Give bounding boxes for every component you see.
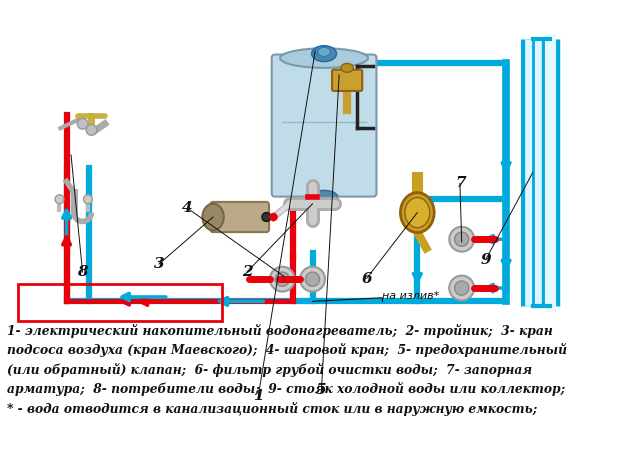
Circle shape [300, 267, 325, 292]
Text: арматура;  8- потребители воды;  9- стояк холодной воды или коллектор;: арматура; 8- потребители воды; 9- стояк … [7, 382, 565, 396]
FancyBboxPatch shape [211, 202, 269, 232]
Ellipse shape [262, 212, 271, 221]
Circle shape [86, 125, 97, 135]
Circle shape [77, 118, 88, 129]
Circle shape [454, 281, 468, 295]
Text: 4: 4 [182, 201, 193, 215]
Text: на излив*: на излив* [382, 291, 439, 301]
Circle shape [305, 272, 319, 286]
Ellipse shape [202, 204, 224, 230]
Text: 5: 5 [316, 383, 326, 397]
Circle shape [55, 195, 64, 204]
Text: 3: 3 [154, 257, 164, 271]
Text: 1: 1 [253, 390, 264, 404]
Ellipse shape [318, 48, 330, 56]
Ellipse shape [341, 63, 353, 72]
Ellipse shape [311, 191, 337, 203]
FancyBboxPatch shape [272, 55, 376, 197]
Text: 6: 6 [361, 272, 372, 286]
Text: 2: 2 [242, 265, 253, 279]
Text: 7: 7 [455, 176, 465, 190]
Circle shape [449, 275, 474, 301]
Ellipse shape [312, 46, 337, 62]
Circle shape [270, 213, 277, 220]
Circle shape [454, 232, 468, 247]
Circle shape [275, 272, 289, 286]
Ellipse shape [405, 198, 429, 228]
Text: * - вода отводится в канализационный сток или в наружную емкость;: * - вода отводится в канализационный сто… [7, 402, 538, 416]
Circle shape [83, 195, 92, 204]
Text: (или обратный) клапан;  6- фильтр грубой очистки воды;  7- запорная: (или обратный) клапан; 6- фильтр грубой … [7, 363, 532, 377]
Text: 8: 8 [77, 265, 88, 279]
Circle shape [270, 267, 295, 292]
Bar [18, 284, 222, 321]
Text: 9: 9 [481, 253, 491, 267]
FancyBboxPatch shape [332, 69, 362, 91]
Ellipse shape [280, 48, 368, 68]
Text: 1- электрический накопительный водонагреватель;  2- тройник;  3- кран: 1- электрический накопительный водонагре… [7, 323, 553, 337]
Circle shape [449, 227, 474, 252]
Text: подсоса воздуха (кран Маевского);  4- шаровой кран;  5- предохранительный: подсоса воздуха (кран Маевского); 4- шар… [7, 343, 567, 357]
Ellipse shape [401, 192, 434, 233]
